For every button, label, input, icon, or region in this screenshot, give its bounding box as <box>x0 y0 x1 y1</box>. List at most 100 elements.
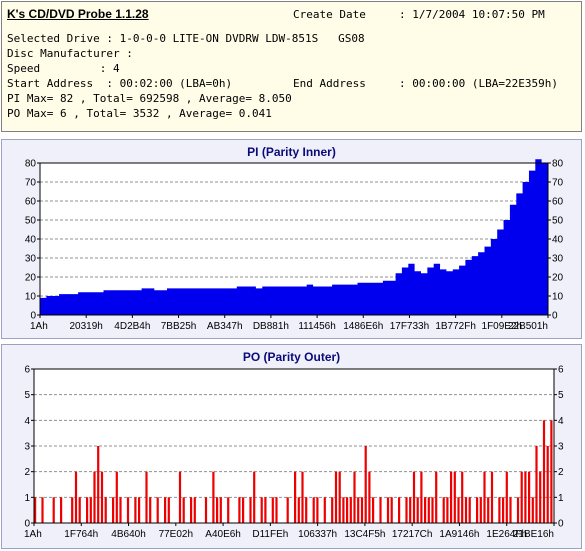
po-bar <box>138 497 141 523</box>
po-bar <box>505 471 508 523</box>
po-x-tick-label: 1Ah <box>24 529 42 540</box>
create-date-value: : 1/7/2004 10:07:50 PM <box>399 8 545 21</box>
po-bar <box>74 471 78 523</box>
po-bar <box>297 497 300 523</box>
po-bar <box>149 497 152 523</box>
po-y-tick-label-right: 0 <box>558 519 564 530</box>
po-bar <box>372 497 375 523</box>
pi-x-tick-label: 1B772Fh <box>435 321 476 332</box>
disc-manufacturer-text: Disc Manufacturer : <box>7 47 133 60</box>
speed-text: Speed : 4 <box>7 62 120 75</box>
po-bar <box>379 497 382 523</box>
po-bar <box>100 471 104 523</box>
po-bar <box>156 497 159 523</box>
po-y-tick-label-right: 4 <box>558 416 564 427</box>
po-bar <box>115 471 118 523</box>
po-bar <box>550 420 553 523</box>
po-y-tick-label-left: 4 <box>24 416 30 427</box>
po-y-tick-label-left: 6 <box>24 365 30 376</box>
po-bar <box>431 497 434 523</box>
pi-y-tick-label-left: 60 <box>25 197 37 208</box>
pi-x-tick-label: 111456h <box>298 321 335 332</box>
po-y-tick-label-left: 3 <box>24 442 30 453</box>
po-bar <box>342 497 345 523</box>
po-bar <box>427 497 430 523</box>
po-bar <box>204 497 208 523</box>
po-x-tick-label: 17217Ch <box>392 529 433 540</box>
po-bar <box>476 497 479 523</box>
po-bar <box>424 497 427 523</box>
po-bar <box>323 497 326 523</box>
po-x-tick-label: D11FEh <box>252 529 288 540</box>
po-chart-title: PO (Parity Outer) <box>242 350 341 364</box>
pi-y-tick-label-right: 0 <box>552 311 558 322</box>
pi-chart: 0 0 10 10 20 20 30 30 40 40 50 50 60 60 70 70 80 80 1Ah 203… <box>25 159 564 333</box>
pi-x-tick-label: DB881h <box>253 321 289 332</box>
po-bar <box>212 471 215 523</box>
po-bar <box>338 471 341 523</box>
po-bar <box>104 497 107 523</box>
po-bar <box>249 497 252 523</box>
po-bar <box>416 497 419 523</box>
pi-summary-text: PI Max= 82 , Total= 692598 , Average= 8.… <box>7 92 292 105</box>
po-bar <box>420 471 423 523</box>
po-bar <box>353 471 356 523</box>
po-bar <box>260 497 263 523</box>
po-bar <box>271 497 274 523</box>
po-bar <box>301 471 304 523</box>
pi-plot-frame <box>39 162 549 316</box>
start-address-text: Start Address : 00:02:00 (LBA=0h) <box>7 77 233 90</box>
pi-y-tick-label-right: 50 <box>552 216 564 227</box>
po-bar <box>405 497 408 523</box>
po-bar <box>60 497 63 523</box>
pi-x-tick-label: AB347h <box>207 321 243 332</box>
po-bar <box>227 497 230 523</box>
pi-chart-title: PI (Parity Inner) <box>247 145 336 159</box>
pi-y-tick-label-left: 20 <box>25 273 37 284</box>
po-bar <box>86 497 89 523</box>
po-bar <box>487 497 490 523</box>
info-panel: K's CD/DVD Probe 1.1.28 Create Date : 1/… <box>1 1 582 132</box>
po-x-tick-label: 21BE16h <box>513 529 554 540</box>
pi-y-tick-label-left: 10 <box>25 292 37 303</box>
po-bar <box>216 497 219 523</box>
po-bar <box>531 497 534 523</box>
create-date-label: Create Date <box>293 8 366 21</box>
po-x-tick-label: 1A9146h <box>439 529 479 540</box>
po-bar <box>386 497 390 523</box>
pi-chart-panel: PI (Parity Inner) 0 0 10 10 20 20 30 30 40 40 50 50… <box>1 139 582 339</box>
po-bar <box>498 497 501 523</box>
end-address-label: End Address <box>293 77 366 90</box>
pi-x-tick-label: 20319h <box>69 321 102 332</box>
po-bar <box>453 471 456 523</box>
po-bar <box>52 497 55 523</box>
po-bar <box>464 497 468 523</box>
po-bar <box>457 497 460 523</box>
po-bar <box>524 471 527 523</box>
po-y-tick-label-right: 1 <box>558 493 564 504</box>
po-bar <box>275 497 278 523</box>
pi-x-tick-label: 7BB25h <box>161 321 197 332</box>
po-bar <box>78 497 81 523</box>
po-bar <box>178 471 182 523</box>
pi-y-tick-label-left: 70 <box>25 178 37 189</box>
po-bar <box>520 471 523 523</box>
po-bar <box>119 497 122 523</box>
po-bar <box>502 497 505 523</box>
po-bar <box>516 497 520 523</box>
po-bar <box>253 471 256 523</box>
po-bar <box>167 497 170 523</box>
po-bar <box>331 497 334 523</box>
po-bar <box>412 471 416 523</box>
po-bar <box>112 497 115 523</box>
po-bar <box>539 471 542 523</box>
po-bar <box>34 497 37 523</box>
po-bar <box>509 497 512 523</box>
po-bar <box>346 497 349 523</box>
pi-y-tick-label-left: 30 <box>25 254 37 265</box>
po-bar <box>164 497 167 523</box>
po-y-tick-label-right: 5 <box>558 390 564 401</box>
po-bar <box>71 497 74 523</box>
po-bar <box>294 471 297 523</box>
po-x-tick-label: 106337h <box>298 529 337 540</box>
